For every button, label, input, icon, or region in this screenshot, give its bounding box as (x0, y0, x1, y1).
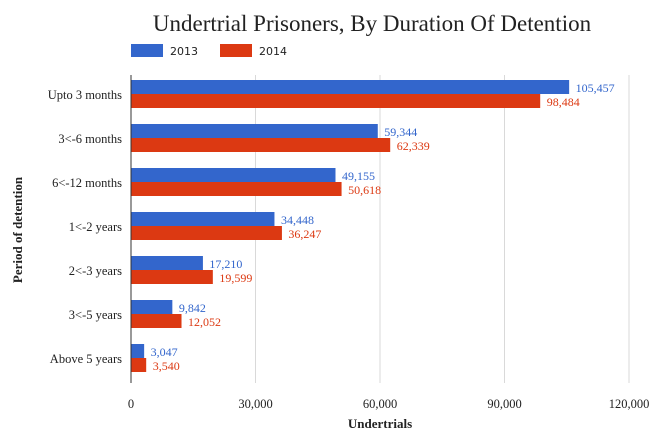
data-label-2013: 17,210 (209, 257, 242, 271)
bar-2013 (131, 344, 145, 358)
data-label-2014: 12,052 (188, 315, 221, 329)
category-label: Above 5 years (50, 352, 122, 366)
bars (131, 80, 570, 372)
legend-swatch-2014 (220, 44, 252, 57)
x-tick-labels: 0 30,000 60,000 90,000 120,000 (128, 397, 649, 411)
bar-2014 (131, 182, 342, 196)
bar-2013 (131, 212, 275, 226)
data-label-2013: 49,155 (342, 169, 375, 183)
chart-title: Undertrial Prisoners, By Duration Of Det… (153, 11, 592, 36)
legend: 2013 2014 (131, 44, 287, 58)
bar-2014 (131, 94, 541, 108)
bar-2014 (131, 138, 391, 152)
x-axis-title: Undertrials (348, 416, 412, 431)
category-label: 3<-5 years (69, 308, 122, 322)
bar-2014 (131, 226, 282, 240)
legend-label-2014: 2014 (259, 45, 287, 58)
bar-2014 (131, 358, 147, 372)
legend-label-2013: 2013 (170, 45, 198, 58)
x-tick-label: 30,000 (238, 397, 272, 411)
x-tick-label: 90,000 (487, 397, 521, 411)
x-tick-label: 0 (128, 397, 134, 411)
data-label-2013: 3,047 (151, 345, 178, 359)
bar-2014 (131, 314, 182, 328)
bar-2013 (131, 80, 570, 94)
data-label-2014: 19,599 (219, 271, 252, 285)
data-label-2014: 36,247 (288, 227, 321, 241)
category-label: 2<-3 years (69, 264, 122, 278)
data-label-2013: 105,457 (576, 81, 615, 95)
data-label-2014: 3,540 (153, 359, 180, 373)
category-label: 6<-12 months (52, 176, 122, 190)
data-label-2013: 34,448 (281, 213, 314, 227)
bar-2013 (131, 256, 203, 270)
category-label: 1<-2 years (69, 220, 122, 234)
category-labels: Upto 3 months 3<-6 months 6<-12 months 1<-2… (48, 88, 122, 366)
y-axis-title: Period of detention (10, 176, 25, 283)
data-label-2014: 62,339 (397, 139, 430, 153)
legend-swatch-2013 (131, 44, 163, 57)
data-label-2013: 9,842 (179, 301, 206, 315)
data-label-2014: 50,618 (348, 183, 381, 197)
bar-2014 (131, 270, 213, 284)
category-label: Upto 3 months (48, 88, 122, 102)
x-tick-label: 60,000 (363, 397, 397, 411)
bar-2013 (131, 300, 173, 314)
x-tick-label: 120,000 (609, 397, 650, 411)
data-label-2013: 59,344 (384, 125, 417, 139)
bar-2013 (131, 124, 378, 138)
category-label: 3<-6 months (58, 132, 122, 146)
bar-2013 (131, 168, 336, 182)
data-label-2014: 98,484 (547, 95, 580, 109)
